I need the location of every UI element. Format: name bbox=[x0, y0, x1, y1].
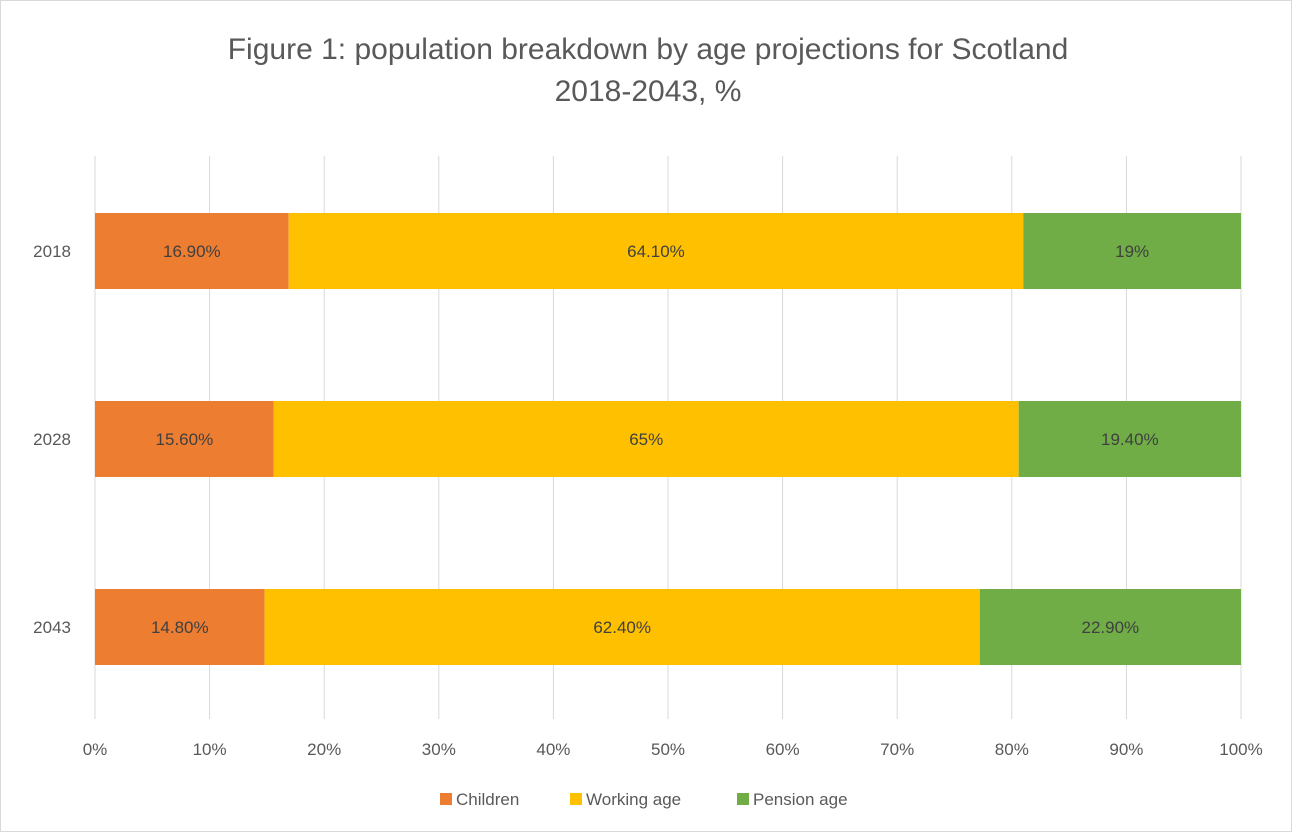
chart-title: Figure 1: population breakdown by age pr… bbox=[228, 33, 1069, 108]
data-label: 64.10% bbox=[627, 242, 685, 261]
data-label: 22.90% bbox=[1082, 618, 1140, 637]
bar-children-2043 bbox=[95, 589, 265, 665]
legend-label: Pension age bbox=[753, 790, 848, 809]
y-tick-label: 2043 bbox=[33, 618, 71, 637]
data-label: 14.80% bbox=[151, 618, 209, 637]
bar-working-age-2028 bbox=[273, 401, 1019, 477]
data-label: 19% bbox=[1115, 242, 1149, 261]
data-labels: 16.90% 64.10% 19% 15.60% 65% 19.40% 14.80% 62.4… bbox=[151, 242, 1159, 637]
bar-working-age-2043 bbox=[264, 589, 980, 665]
x-tick-label: 70% bbox=[880, 740, 914, 759]
x-tick-label: 0% bbox=[83, 740, 108, 759]
x-tick-label: 40% bbox=[536, 740, 570, 759]
legend-swatch-pension-age bbox=[737, 793, 749, 805]
x-tick-label: 60% bbox=[766, 740, 800, 759]
x-tick-label: 50% bbox=[651, 740, 685, 759]
bar-working-age-2018 bbox=[288, 213, 1024, 289]
bars bbox=[95, 213, 1241, 665]
y-axis: 2018 2028 2043 bbox=[33, 242, 71, 637]
x-tick-label: 80% bbox=[995, 740, 1029, 759]
x-tick-label: 20% bbox=[307, 740, 341, 759]
x-tick-label: 100% bbox=[1219, 740, 1262, 759]
y-tick-label: 2018 bbox=[33, 242, 71, 261]
legend: Children Working age Pension age bbox=[440, 790, 848, 809]
x-tick-label: 10% bbox=[193, 740, 227, 759]
x-tick-label: 90% bbox=[1109, 740, 1143, 759]
x-tick-label: 30% bbox=[422, 740, 456, 759]
bar-pension-age-2018 bbox=[1023, 213, 1241, 289]
chart-title-line-1: Figure 1: population breakdown by age pr… bbox=[228, 33, 1069, 66]
legend-label: Working age bbox=[586, 790, 681, 809]
chart-title-line-2: 2018-2043, % bbox=[555, 75, 742, 108]
data-label: 16.90% bbox=[163, 242, 221, 261]
bar-children-2028 bbox=[95, 401, 274, 477]
bar-pension-age-2028 bbox=[1018, 401, 1241, 477]
data-label: 15.60% bbox=[156, 430, 214, 449]
bar-children-2018 bbox=[95, 213, 289, 289]
legend-swatch-children bbox=[440, 793, 452, 805]
legend-label: Children bbox=[456, 790, 519, 809]
bar-pension-age-2043 bbox=[979, 589, 1241, 665]
data-label: 65% bbox=[629, 430, 663, 449]
y-tick-label: 2028 bbox=[33, 430, 71, 449]
x-axis: 0% 10% 20% 30% 40% 50% 60% 70% 80% 90% 100% bbox=[83, 740, 1263, 759]
data-label: 19.40% bbox=[1101, 430, 1159, 449]
data-label: 62.40% bbox=[593, 618, 651, 637]
legend-swatch-working-age bbox=[570, 793, 582, 805]
